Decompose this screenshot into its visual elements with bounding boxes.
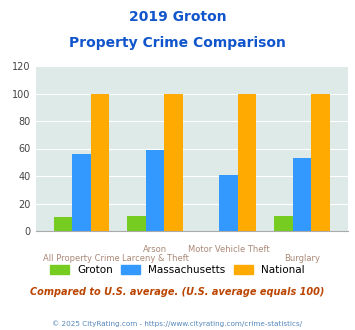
Bar <box>91 93 109 231</box>
Text: Motor Vehicle Theft: Motor Vehicle Theft <box>188 245 269 254</box>
Text: © 2025 CityRating.com - https://www.cityrating.com/crime-statistics/: © 2025 CityRating.com - https://www.city… <box>53 320 302 327</box>
Bar <box>72 154 91 231</box>
Bar <box>127 216 146 231</box>
Text: Compared to U.S. average. (U.S. average equals 100): Compared to U.S. average. (U.S. average … <box>30 287 325 297</box>
Text: Arson: Arson <box>143 245 167 254</box>
Bar <box>146 150 164 231</box>
Bar <box>164 93 182 231</box>
Bar <box>274 216 293 231</box>
Text: 2019 Groton: 2019 Groton <box>129 10 226 24</box>
Legend: Groton, Massachusetts, National: Groton, Massachusetts, National <box>46 261 309 280</box>
Text: Burglary: Burglary <box>284 254 320 263</box>
Bar <box>237 93 256 231</box>
Text: All Property Crime: All Property Crime <box>43 254 120 263</box>
Text: Property Crime Comparison: Property Crime Comparison <box>69 36 286 50</box>
Bar <box>219 175 237 231</box>
Text: Larceny & Theft: Larceny & Theft <box>121 254 189 263</box>
Bar <box>54 217 72 231</box>
Bar <box>293 158 311 231</box>
Bar <box>311 93 329 231</box>
